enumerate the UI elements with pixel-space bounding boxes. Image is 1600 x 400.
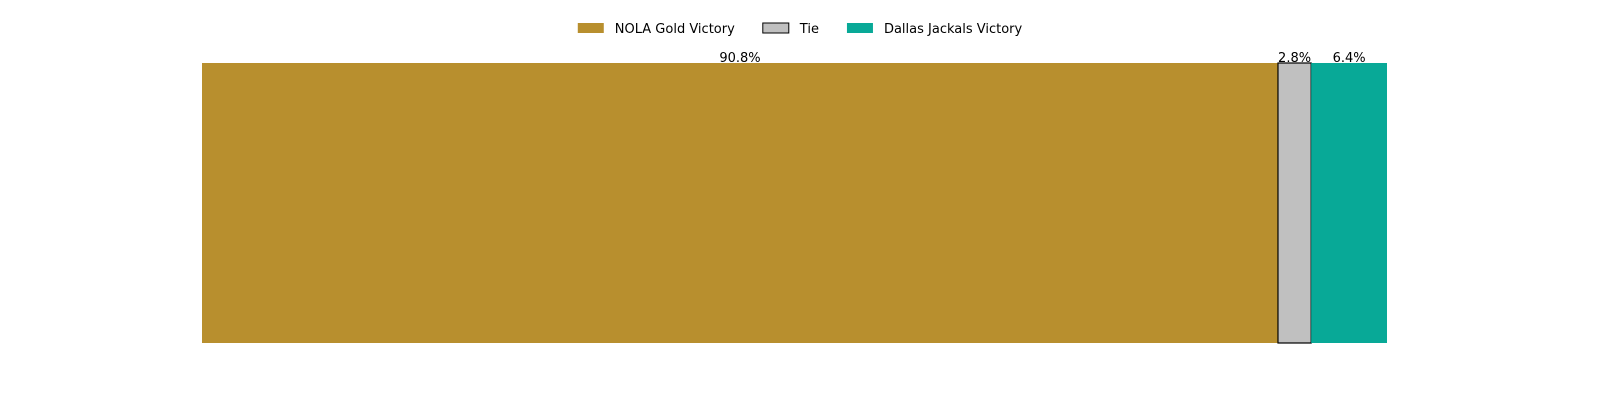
legend-entry-tie: Tie — [762, 22, 819, 37]
legend-swatch-tie — [762, 22, 790, 34]
bar-segment-dallas-jackals-victory — [1311, 63, 1387, 343]
legend-entry-dallas-jackals-victory: Dallas Jackals Victory — [846, 22, 1023, 37]
data-labels: 90.8% 2.8% 6.4% — [719, 51, 1365, 66]
data-label-nola-gold-victory: 90.8% — [719, 51, 760, 66]
legend-swatch-nola-gold-victory — [577, 23, 604, 33]
data-label-tie: 2.8% — [1278, 51, 1311, 66]
data-label-dallas-jackals-victory: 6.4% — [1333, 51, 1366, 66]
bar-segment-tie — [1277, 62, 1312, 344]
bar-segment-nola-gold-victory — [202, 63, 1278, 343]
bar-segments — [202, 62, 1387, 344]
legend-entry-nola-gold-victory: NOLA Gold Victory — [577, 22, 735, 37]
legend-swatch-dallas-jackals-victory — [846, 23, 873, 33]
chart-legend: NOLA Gold Victory Tie Dallas Jackals Victo… — [577, 22, 1023, 37]
legend-label-tie: Tie — [799, 22, 819, 37]
legend-label-nola-gold-victory: NOLA Gold Victory — [615, 22, 735, 37]
legend-label-dallas-jackals-victory: Dallas Jackals Victory — [884, 22, 1023, 37]
